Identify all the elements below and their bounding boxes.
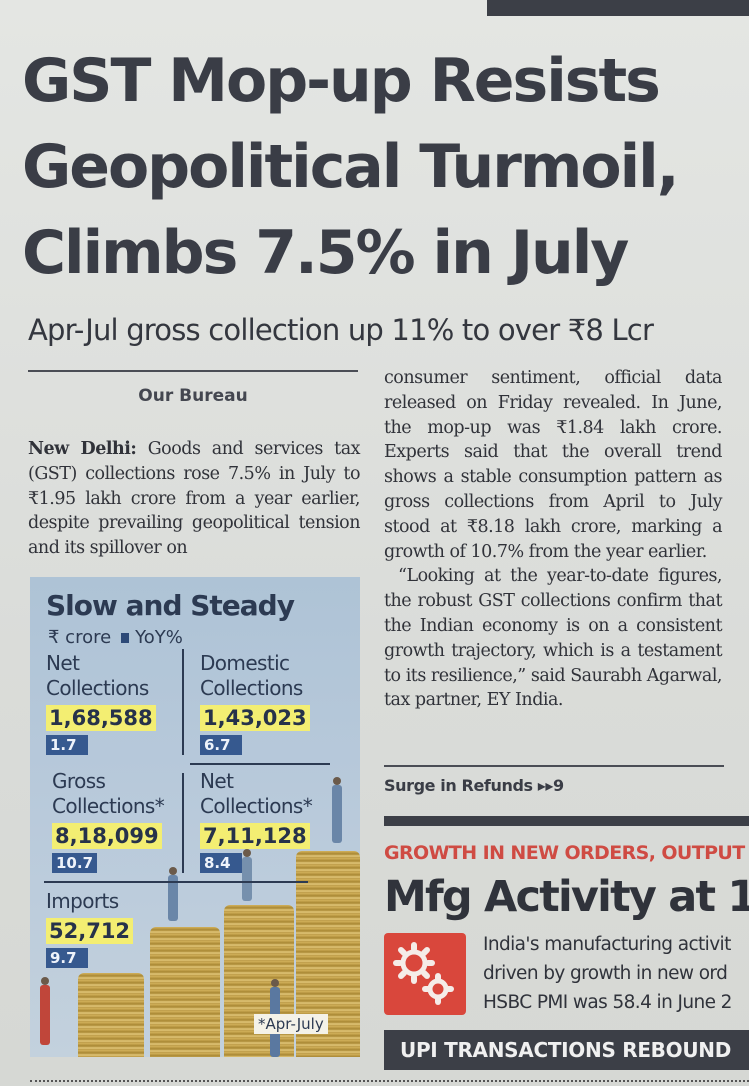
coin-stack-1	[78, 973, 144, 1057]
gears-icon	[384, 933, 466, 1015]
infographic-slow-and-steady: Slow and Steady ₹ crore YoY% Net Collect…	[30, 577, 360, 1057]
metric-gross-collections: Gross Collections* 8,18,099 10.7	[52, 769, 165, 873]
next-story-rule	[384, 816, 749, 826]
metric-yoy-badge: 8.4	[200, 853, 242, 873]
byline-rule	[28, 370, 358, 372]
divider-vertical-2	[182, 773, 184, 873]
next-story-title: Mfg Activity at 16	[384, 872, 749, 922]
infographic-footnote: *Apr-July	[254, 1014, 328, 1034]
left-column-body: Goods and services tax (GST) collections…	[28, 439, 361, 559]
dateline: New Delhi:	[28, 439, 137, 459]
subheadline: Apr-Jul gross collection up 11% to over …	[28, 313, 654, 347]
metric-value: 52,712	[46, 918, 134, 944]
divider-vertical-1	[182, 649, 184, 755]
right-column-paragraph-1: consumer sentiment, official data releas…	[384, 368, 723, 562]
divider-horizontal-1	[190, 763, 330, 765]
next-story-summary: India's manufacturing activit driven by …	[483, 934, 732, 1013]
yoy-swatch-icon	[121, 633, 130, 643]
next-story-kicker: GROWTH IN NEW ORDERS, OUTPUT	[384, 842, 745, 864]
coin-stack-3	[224, 905, 294, 1057]
metric-net-collections: Net Collections 1,68,588 1.7	[46, 651, 156, 755]
headline-line-1: GST Mop-up Resists	[22, 46, 661, 116]
metric-value: 7,11,128	[200, 823, 310, 849]
article-column-left: New Delhi: Goods and services tax (GST) …	[28, 437, 361, 561]
metric-yoy-badge: 10.7	[52, 853, 98, 873]
metric-value: 1,43,023	[200, 705, 310, 731]
right-column-paragraph-2: “Looking at the year-to-date figures, th…	[384, 566, 723, 711]
legend-yoy: YoY%	[121, 627, 183, 648]
headline-line-2: Geopolitical Turmoil,	[22, 132, 680, 202]
continuation-link: Surge in Refunds ▸▸9	[384, 776, 564, 795]
bottom-dotted-rule	[30, 1080, 749, 1084]
metric-domestic-collections: Domestic Collections 1,43,023 6.7	[200, 651, 310, 755]
coin-stack-2	[150, 927, 220, 1057]
metric-yoy-badge: 6.7	[200, 735, 242, 755]
metric-imports: Imports 52,712 9.7	[46, 889, 134, 968]
metric-yoy-badge: 9.7	[46, 948, 88, 968]
headline-line-3: Climbs 7.5% in July	[22, 218, 629, 288]
infographic-legend: ₹ crore YoY%	[48, 627, 183, 648]
metric-yoy-badge: 1.7	[46, 735, 88, 755]
legend-crore: ₹ crore	[48, 627, 112, 648]
infographic-title: Slow and Steady	[46, 589, 295, 622]
headline: GST Mop-up Resists Geopolitical Turmoil,…	[22, 38, 742, 296]
metric-value: 8,18,099	[52, 823, 162, 849]
article-column-right: consumer sentiment, official data releas…	[384, 366, 723, 713]
divider-horizontal-2	[44, 881, 308, 883]
section-header-bar	[487, 0, 749, 16]
continuation-rule	[384, 765, 724, 767]
bottom-banner: UPI TRANSACTIONS REBOUND	[384, 1030, 749, 1070]
metric-net-collections-ytd: Net Collections* 7,11,128 8.4	[200, 769, 313, 873]
byline: Our Bureau	[138, 386, 248, 406]
metric-value: 1,68,588	[46, 705, 156, 731]
